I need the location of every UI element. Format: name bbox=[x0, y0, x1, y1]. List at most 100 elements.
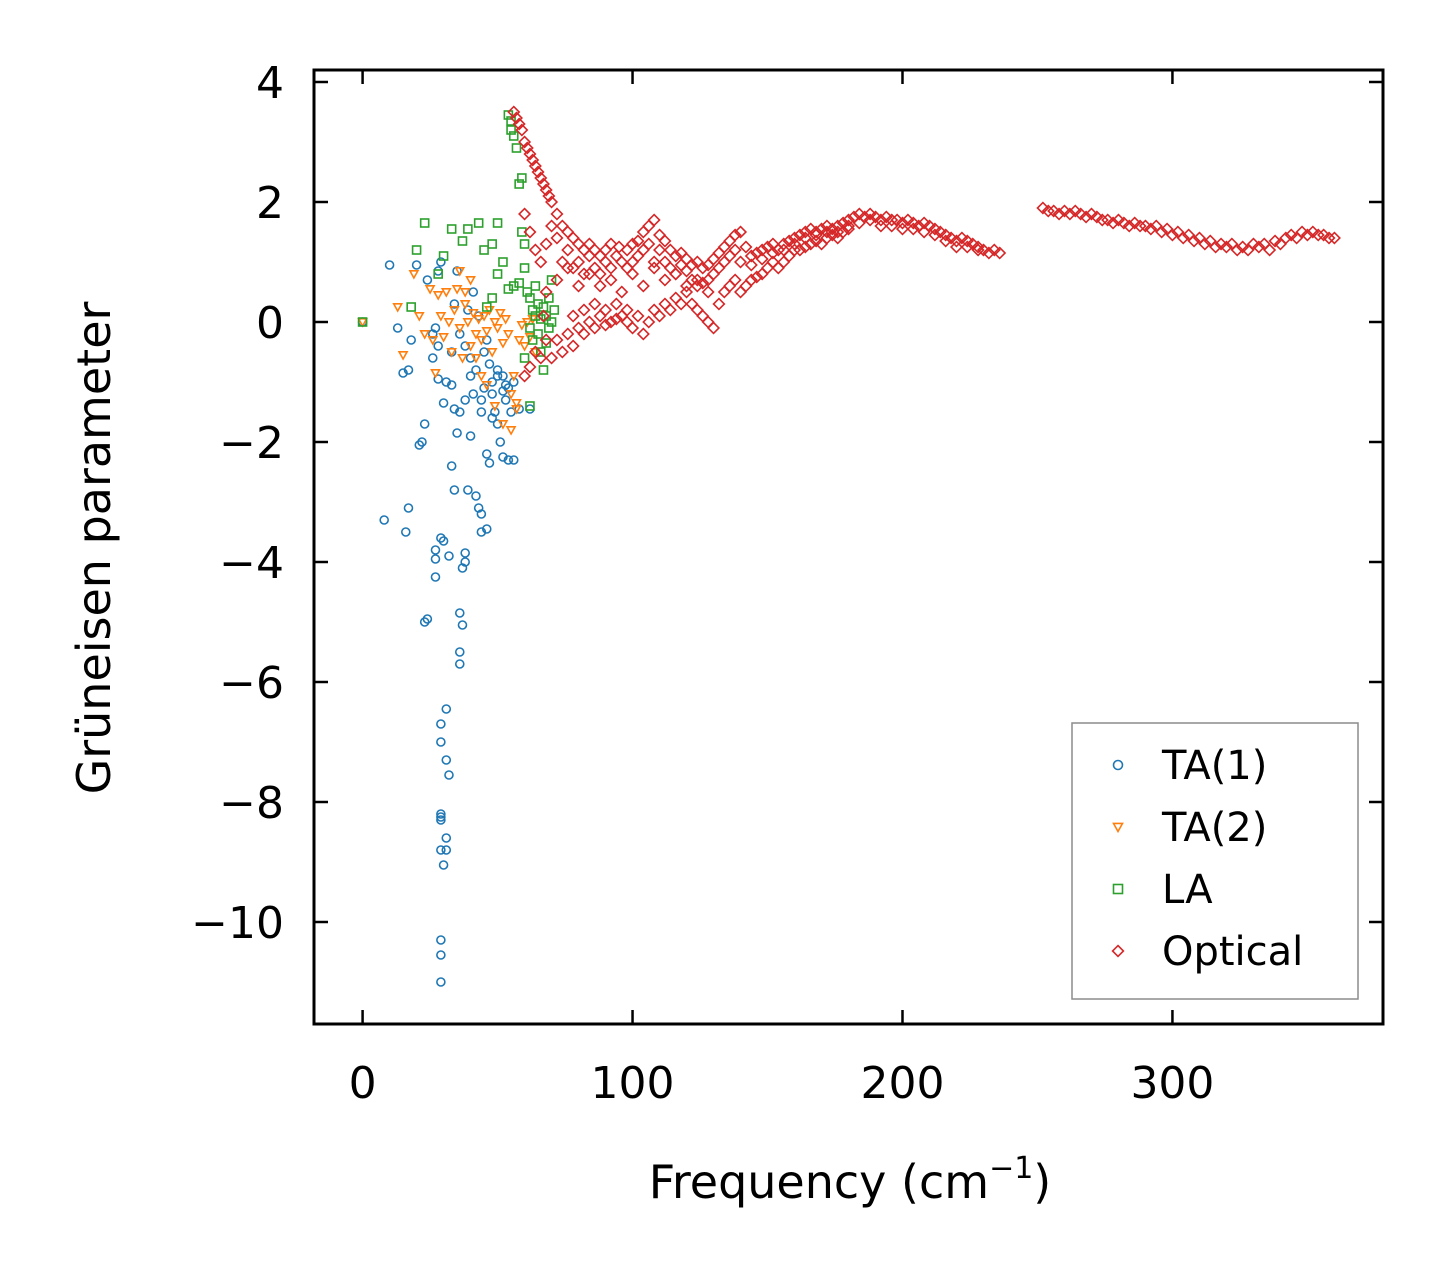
legend-marker-ta-2- bbox=[1112, 822, 1124, 834]
data-point bbox=[647, 261, 661, 275]
data-point bbox=[511, 404, 522, 415]
data-point bbox=[852, 207, 866, 221]
data-point bbox=[787, 237, 802, 251]
data-point bbox=[863, 207, 877, 221]
data-point bbox=[1074, 207, 1088, 221]
data-point bbox=[1111, 213, 1125, 227]
data-point bbox=[497, 419, 509, 430]
data-point bbox=[419, 419, 430, 429]
data-point bbox=[518, 369, 532, 383]
data-point bbox=[1300, 228, 1314, 242]
data-point bbox=[1155, 225, 1169, 239]
data-point bbox=[518, 135, 532, 149]
series-optical bbox=[507, 105, 1341, 383]
data-point bbox=[561, 243, 575, 257]
data-point bbox=[454, 659, 465, 669]
legend-label: TA(2) bbox=[1161, 805, 1267, 851]
data-point bbox=[696, 261, 710, 275]
data-point bbox=[777, 237, 791, 251]
data-point bbox=[599, 303, 613, 317]
data-point bbox=[1128, 216, 1142, 230]
data-point bbox=[679, 285, 694, 299]
data-point bbox=[604, 237, 618, 251]
data-point bbox=[433, 341, 443, 351]
data-point bbox=[470, 353, 482, 364]
data-point bbox=[1327, 231, 1341, 245]
data-point bbox=[460, 395, 470, 405]
data-point bbox=[1047, 204, 1061, 218]
y-axis-title: Grüneisen parameter bbox=[67, 301, 121, 794]
data-point bbox=[473, 503, 484, 513]
data-point bbox=[593, 267, 607, 281]
data-point bbox=[546, 275, 557, 285]
data-point bbox=[534, 351, 548, 365]
data-point bbox=[460, 557, 470, 567]
data-point bbox=[531, 165, 545, 179]
data-point bbox=[755, 243, 769, 257]
data-point bbox=[413, 311, 425, 322]
data-point bbox=[436, 737, 446, 747]
data-point bbox=[392, 323, 403, 333]
data-point bbox=[500, 380, 511, 390]
data-point bbox=[422, 275, 433, 285]
data-point bbox=[427, 329, 438, 339]
data-point bbox=[489, 317, 501, 328]
data-point bbox=[435, 311, 447, 322]
data-point bbox=[478, 311, 490, 322]
data-point bbox=[430, 572, 441, 582]
data-point bbox=[572, 279, 586, 293]
data-point bbox=[511, 143, 522, 153]
data-point bbox=[422, 614, 433, 624]
data-point bbox=[841, 219, 856, 233]
data-point bbox=[454, 608, 465, 618]
data-point bbox=[451, 284, 463, 295]
data-point bbox=[526, 153, 540, 167]
data-point bbox=[636, 327, 650, 341]
data-point bbox=[1311, 228, 1325, 242]
data-point bbox=[550, 273, 564, 287]
data-point bbox=[690, 273, 704, 287]
data-point bbox=[809, 228, 823, 242]
data-point bbox=[414, 440, 425, 450]
data-point bbox=[438, 332, 449, 343]
data-point bbox=[577, 303, 591, 317]
data-point bbox=[449, 404, 460, 414]
data-point bbox=[949, 234, 964, 248]
data-point bbox=[674, 297, 688, 311]
data-point bbox=[712, 297, 726, 311]
data-point bbox=[500, 395, 511, 405]
legend-label: TA(1) bbox=[1161, 743, 1267, 789]
data-point bbox=[809, 234, 823, 248]
data-point bbox=[1084, 207, 1098, 221]
data-point bbox=[476, 395, 487, 405]
series-la bbox=[357, 110, 560, 411]
data-point bbox=[441, 845, 452, 855]
data-point bbox=[463, 224, 473, 234]
data-point bbox=[541, 311, 551, 321]
data-point bbox=[593, 279, 607, 293]
data-point bbox=[536, 309, 550, 323]
data-point bbox=[541, 338, 551, 348]
data-point bbox=[885, 213, 899, 227]
data-point bbox=[444, 770, 454, 780]
data-point bbox=[976, 243, 991, 257]
data-point bbox=[631, 234, 645, 248]
data-point bbox=[1268, 234, 1282, 248]
legend-label: LA bbox=[1162, 867, 1213, 913]
data-point bbox=[588, 321, 602, 335]
data-point bbox=[498, 371, 508, 381]
data-point bbox=[441, 755, 452, 765]
legend-marker-optical bbox=[1111, 944, 1125, 958]
data-point bbox=[467, 308, 479, 319]
data-point bbox=[446, 224, 457, 234]
data-point bbox=[476, 527, 487, 537]
data-point bbox=[572, 255, 586, 269]
data-point bbox=[468, 287, 479, 297]
data-point bbox=[545, 219, 559, 233]
data-point bbox=[489, 401, 501, 412]
data-point bbox=[582, 249, 596, 263]
data-point bbox=[933, 225, 947, 239]
data-point bbox=[427, 335, 439, 346]
data-point bbox=[535, 347, 546, 357]
